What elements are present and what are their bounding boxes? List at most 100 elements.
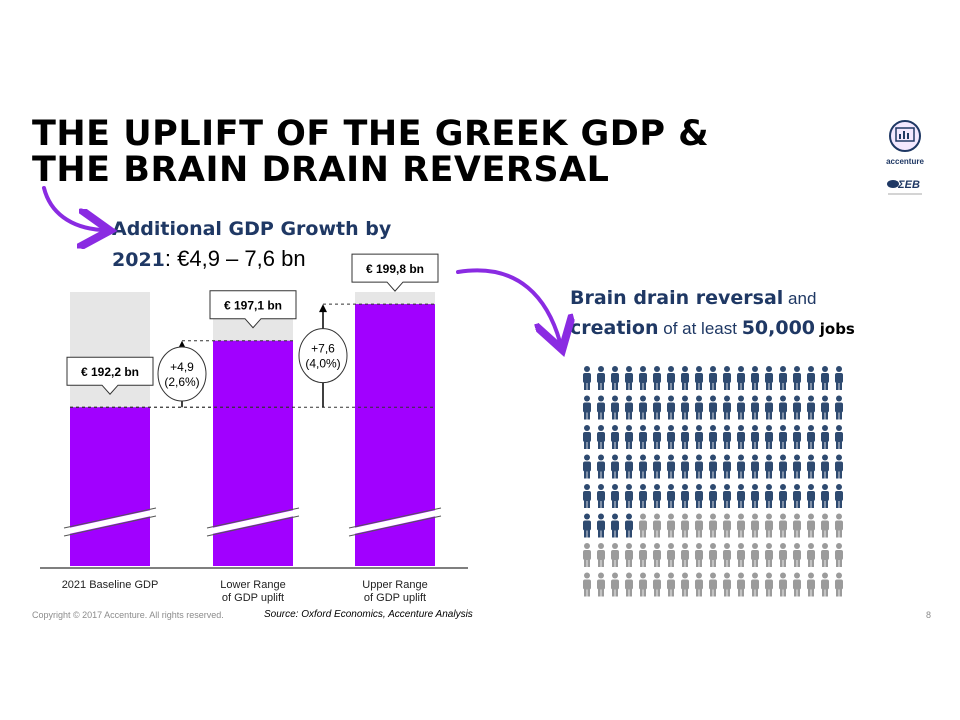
person-leg-right [769,499,772,508]
person-leg-left [822,558,825,567]
person-head [710,513,716,520]
person-body [807,520,815,531]
person-head [584,484,590,490]
person-body [639,373,647,383]
person-body [835,461,843,472]
person-leg-right [811,469,814,479]
person-icon [583,513,591,538]
person-body [639,520,647,531]
person-leg-right [713,381,716,390]
person-icon [667,454,675,479]
person-icon [639,572,647,597]
person-head [682,572,688,579]
person-leg-left [598,410,601,420]
bar-0 [70,407,150,566]
person-head [640,484,646,490]
person-body [723,432,731,442]
person-leg-right [825,558,828,567]
person-head [780,513,786,520]
person-leg-right [699,469,702,479]
person-head [626,543,632,549]
person-leg-left [682,558,685,567]
person-leg-left [640,528,643,538]
slide-title-line2: THE BRAIN DRAIN REVERSAL [32,150,610,190]
person-head [612,484,618,490]
person-leg-right [839,558,842,567]
person-head [654,395,660,402]
person-icon [667,484,675,508]
person-icon [625,395,633,420]
person-head [626,572,632,579]
person-leg-left [836,558,839,567]
person-icon [597,484,605,508]
person-body [639,550,647,560]
person-body [807,461,815,472]
person-leg-left [710,587,713,597]
person-icon [625,425,633,449]
person-leg-left [724,469,727,479]
person-body [583,461,591,472]
person-body [821,402,829,413]
person-icon [793,425,801,449]
person-body [611,520,619,531]
person-leg-right [657,469,660,479]
person-leg-left [584,469,587,479]
person-leg-right [657,587,660,597]
person-leg-right [587,499,590,508]
person-body [597,373,605,383]
person-leg-left [710,499,713,508]
person-leg-right [727,558,730,567]
person-leg-right [685,499,688,508]
person-icon [807,572,815,597]
person-icon [765,425,773,449]
person-head [612,425,618,431]
person-head [598,484,604,490]
person-body [681,402,689,413]
person-body [793,432,801,442]
person-icon [765,543,773,567]
person-icon [695,484,703,508]
person-head [682,513,688,520]
person-body [737,373,745,383]
person-icon [667,395,675,420]
person-leg-left [612,528,615,538]
person-body [639,461,647,472]
person-body [765,461,773,472]
person-leg-left [682,469,685,479]
person-body [793,550,801,560]
person-head [710,572,716,579]
person-leg-right [699,528,702,538]
person-leg-left [626,440,629,449]
person-leg-right [839,528,842,538]
person-leg-left [668,440,671,449]
person-head [696,513,702,520]
person-leg-left [822,499,825,508]
person-head [766,543,772,549]
person-icon [821,572,829,597]
person-icon [751,366,759,390]
person-leg-right [629,440,632,449]
person-leg-left [584,587,587,597]
person-leg-right [713,587,716,597]
person-body [583,402,591,413]
person-head [794,543,800,549]
logos: accenture ΣΕΒ [880,118,930,208]
person-leg-right [657,381,660,390]
person-head [766,395,772,402]
person-icon [751,395,759,420]
person-icon [681,572,689,597]
person-icon [779,543,787,567]
person-icon [695,513,703,538]
person-icon [737,395,745,420]
person-body [667,432,675,442]
person-leg-left [710,528,713,538]
person-head [640,572,646,579]
person-icon [709,513,717,538]
person-leg-left [822,469,825,479]
person-icon [653,543,661,567]
person-leg-right [797,528,800,538]
person-body [667,461,675,472]
person-icon [709,484,717,508]
person-leg-left [584,410,587,420]
person-leg-right [615,440,618,449]
